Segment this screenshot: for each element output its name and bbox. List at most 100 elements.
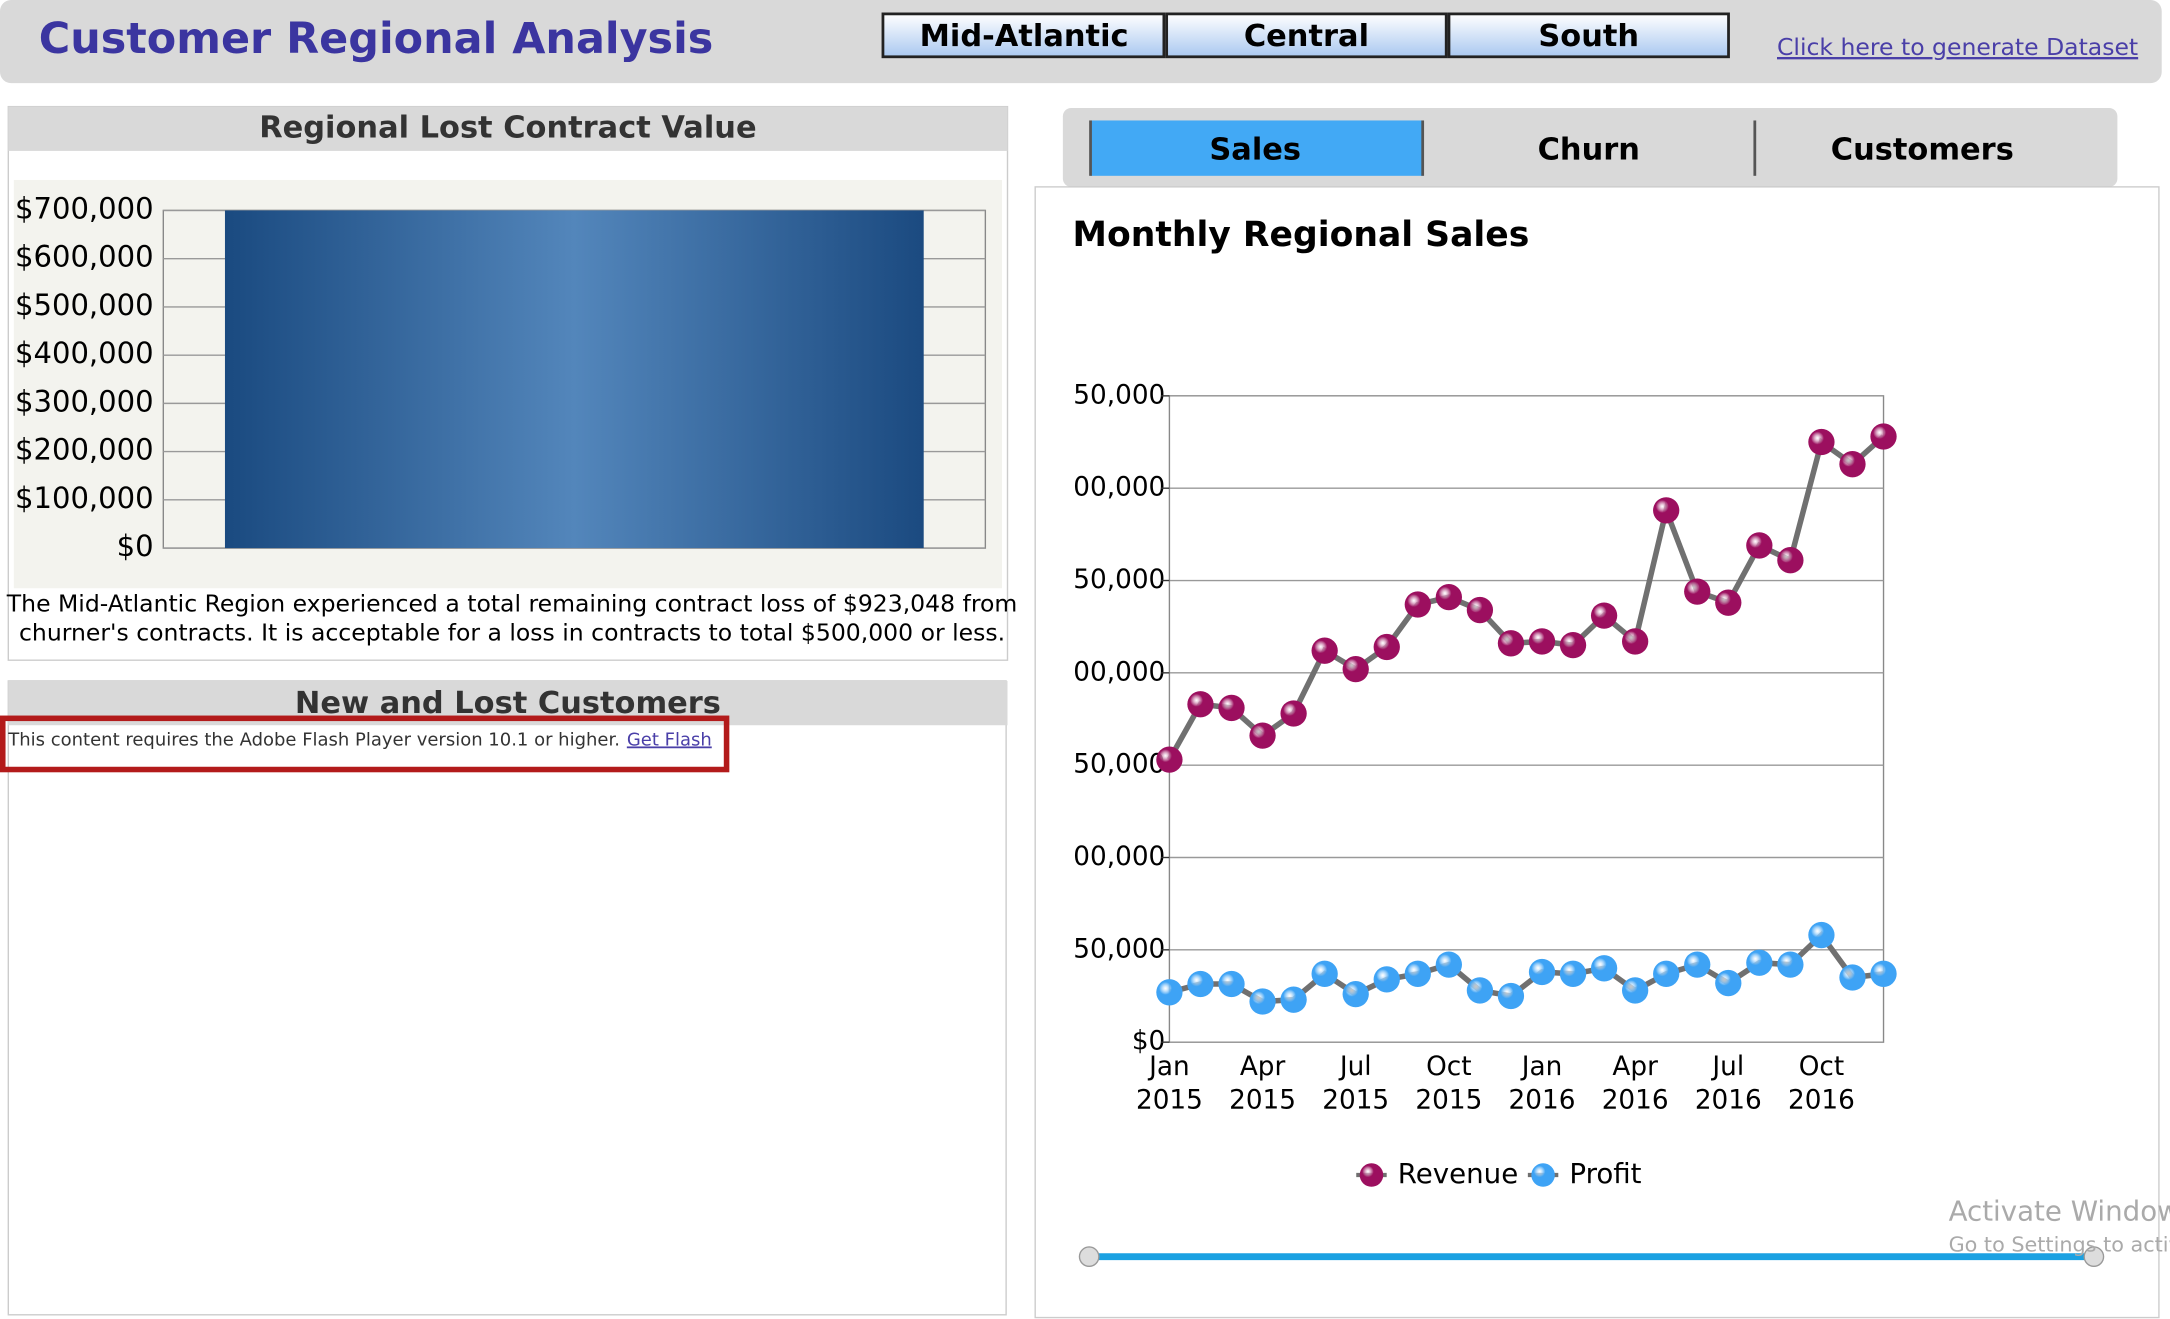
data-point	[1559, 960, 1587, 987]
x-tick-label: Jan 2015	[1136, 1052, 1203, 1115]
region-button[interactable]	[1165, 12, 1448, 59]
data-point	[1218, 970, 1245, 998]
x-tick-label: Apr 2016	[1602, 1052, 1669, 1115]
y-tick-label: $350,000	[1040, 380, 1165, 410]
data-point	[1746, 532, 1773, 559]
data-point	[1187, 691, 1214, 718]
y-tick-label: $100,000	[1040, 842, 1165, 872]
slider-handle[interactable]	[2083, 1246, 2105, 1268]
panel-title: Regional Lost Contract Value	[259, 110, 756, 145]
region-label[interactable]: South	[1538, 19, 1639, 54]
data-point	[1311, 637, 1338, 664]
data-point	[1497, 630, 1525, 657]
bar	[224, 210, 924, 549]
data-point	[1156, 979, 1183, 1006]
flash-link[interactable]: Get Flash	[627, 729, 712, 750]
y-tick-label: $100,000	[15, 481, 154, 515]
panel-header	[8, 106, 1008, 151]
data-point	[1621, 977, 1649, 1004]
y-tick-label: $50,000	[1057, 934, 1166, 964]
x-tick-label: Oct 2016	[1788, 1052, 1855, 1115]
tab-label[interactable]: Customers	[1831, 132, 2014, 167]
data-point	[1870, 960, 1897, 987]
data-point	[1777, 547, 1804, 574]
y-tick-label: $300,000	[15, 384, 154, 418]
data-point	[1528, 628, 1556, 655]
data-point	[1590, 602, 1618, 629]
data-point	[1559, 631, 1587, 659]
y-tick-label: $200,000	[15, 433, 154, 467]
data-point	[1808, 428, 1835, 456]
data-point	[1590, 955, 1618, 982]
data-point	[1684, 951, 1711, 978]
x-tick-label: Apr 2015	[1229, 1052, 1296, 1115]
customers-panel	[7, 680, 1007, 1316]
data-point	[1342, 656, 1369, 683]
data-point	[1249, 722, 1276, 749]
region-label[interactable]: Mid-Atlantic	[920, 19, 1129, 54]
dataset-link[interactable]: Click here to generate Dataset	[1777, 33, 2138, 61]
line-chart: $0 $50,000 $100,000 $150,000 $200,000 $250,00…	[1040, 380, 1897, 1190]
y-tick-label: $400,000	[15, 336, 154, 370]
data-point	[1280, 700, 1307, 727]
data-point	[1156, 746, 1183, 773]
note-line: churner's contracts. It is acceptable fo…	[19, 618, 1005, 646]
region-buttons: Mid-Atlantic Central South	[881, 12, 1730, 59]
x-tick-label: Oct 2015	[1415, 1052, 1482, 1115]
plot-area	[1168, 395, 1885, 1043]
data-point	[1466, 596, 1494, 624]
chart-title: Monthly Regional Sales	[1073, 215, 1530, 255]
bar-chart: $0 $100,000 $200,000 $300,000 $400,000 $500,0…	[15, 191, 986, 563]
data-point	[1684, 578, 1711, 605]
tab-label[interactable]: Churn	[1538, 132, 1640, 167]
legend-label: Revenue	[1398, 1157, 1518, 1190]
legend-marker	[1359, 1163, 1384, 1187]
region-button[interactable]	[1447, 12, 1730, 59]
data-point	[1653, 960, 1680, 987]
y-tick-label: $500,000	[15, 288, 154, 322]
y-axis-labels: $0 $50,000 $100,000 $150,000 $200,000 $250,00…	[1040, 380, 1166, 1057]
flash-text: This content requires the Adobe Flash Pl…	[7, 729, 620, 750]
y-tick-label: $300,000	[1040, 473, 1165, 503]
data-point	[1715, 969, 1742, 997]
watermark: Go to Settings to activ	[1949, 1233, 2170, 1257]
data-point	[1715, 589, 1742, 616]
y-tick-label: $200,000	[1040, 657, 1165, 687]
highlight-box	[0, 715, 730, 773]
data-point	[1870, 423, 1897, 450]
y-tick-label: $0	[1132, 1027, 1165, 1057]
data-point	[1249, 988, 1276, 1015]
data-point	[1218, 694, 1245, 722]
legend-marker	[1531, 1163, 1555, 1187]
y-tick-label: $0	[117, 529, 154, 563]
app-title: Customer Regional Analysis	[39, 14, 714, 64]
data-point	[1342, 980, 1369, 1008]
data-point	[1746, 949, 1773, 976]
data-point	[1839, 964, 1866, 991]
active-tab[interactable]	[1090, 120, 1423, 176]
legend-label: Profit	[1569, 1157, 1641, 1190]
watermark: Activate Window	[1949, 1194, 2170, 1227]
data-point	[1435, 583, 1463, 611]
data-point	[1187, 970, 1214, 998]
note-line: The Mid-Atlantic Region experienced a to…	[6, 589, 1017, 617]
data-point	[1777, 951, 1804, 978]
region-label[interactable]: Central	[1244, 19, 1369, 54]
x-tick-label: Jul 2016	[1695, 1052, 1762, 1115]
region-button[interactable]	[881, 12, 1166, 59]
slider-handle[interactable]	[1078, 1246, 1100, 1268]
data-point	[1404, 591, 1431, 618]
y-tick-label: $150,000	[1040, 750, 1165, 780]
panel-title: New and Lost Customers	[295, 686, 721, 721]
data-point	[1466, 977, 1494, 1004]
data-point	[1280, 986, 1307, 1013]
tab-label[interactable]: Sales	[1209, 132, 1301, 167]
x-tick-label: Jan 2016	[1509, 1052, 1576, 1115]
x-tick-label: Jul 2015	[1322, 1052, 1389, 1115]
y-tick-label: $250,000	[1040, 565, 1165, 595]
data-point	[1653, 497, 1680, 524]
data-point	[1808, 921, 1835, 949]
flash-message: This content requires the Adobe Flash Pl…	[7, 729, 711, 750]
